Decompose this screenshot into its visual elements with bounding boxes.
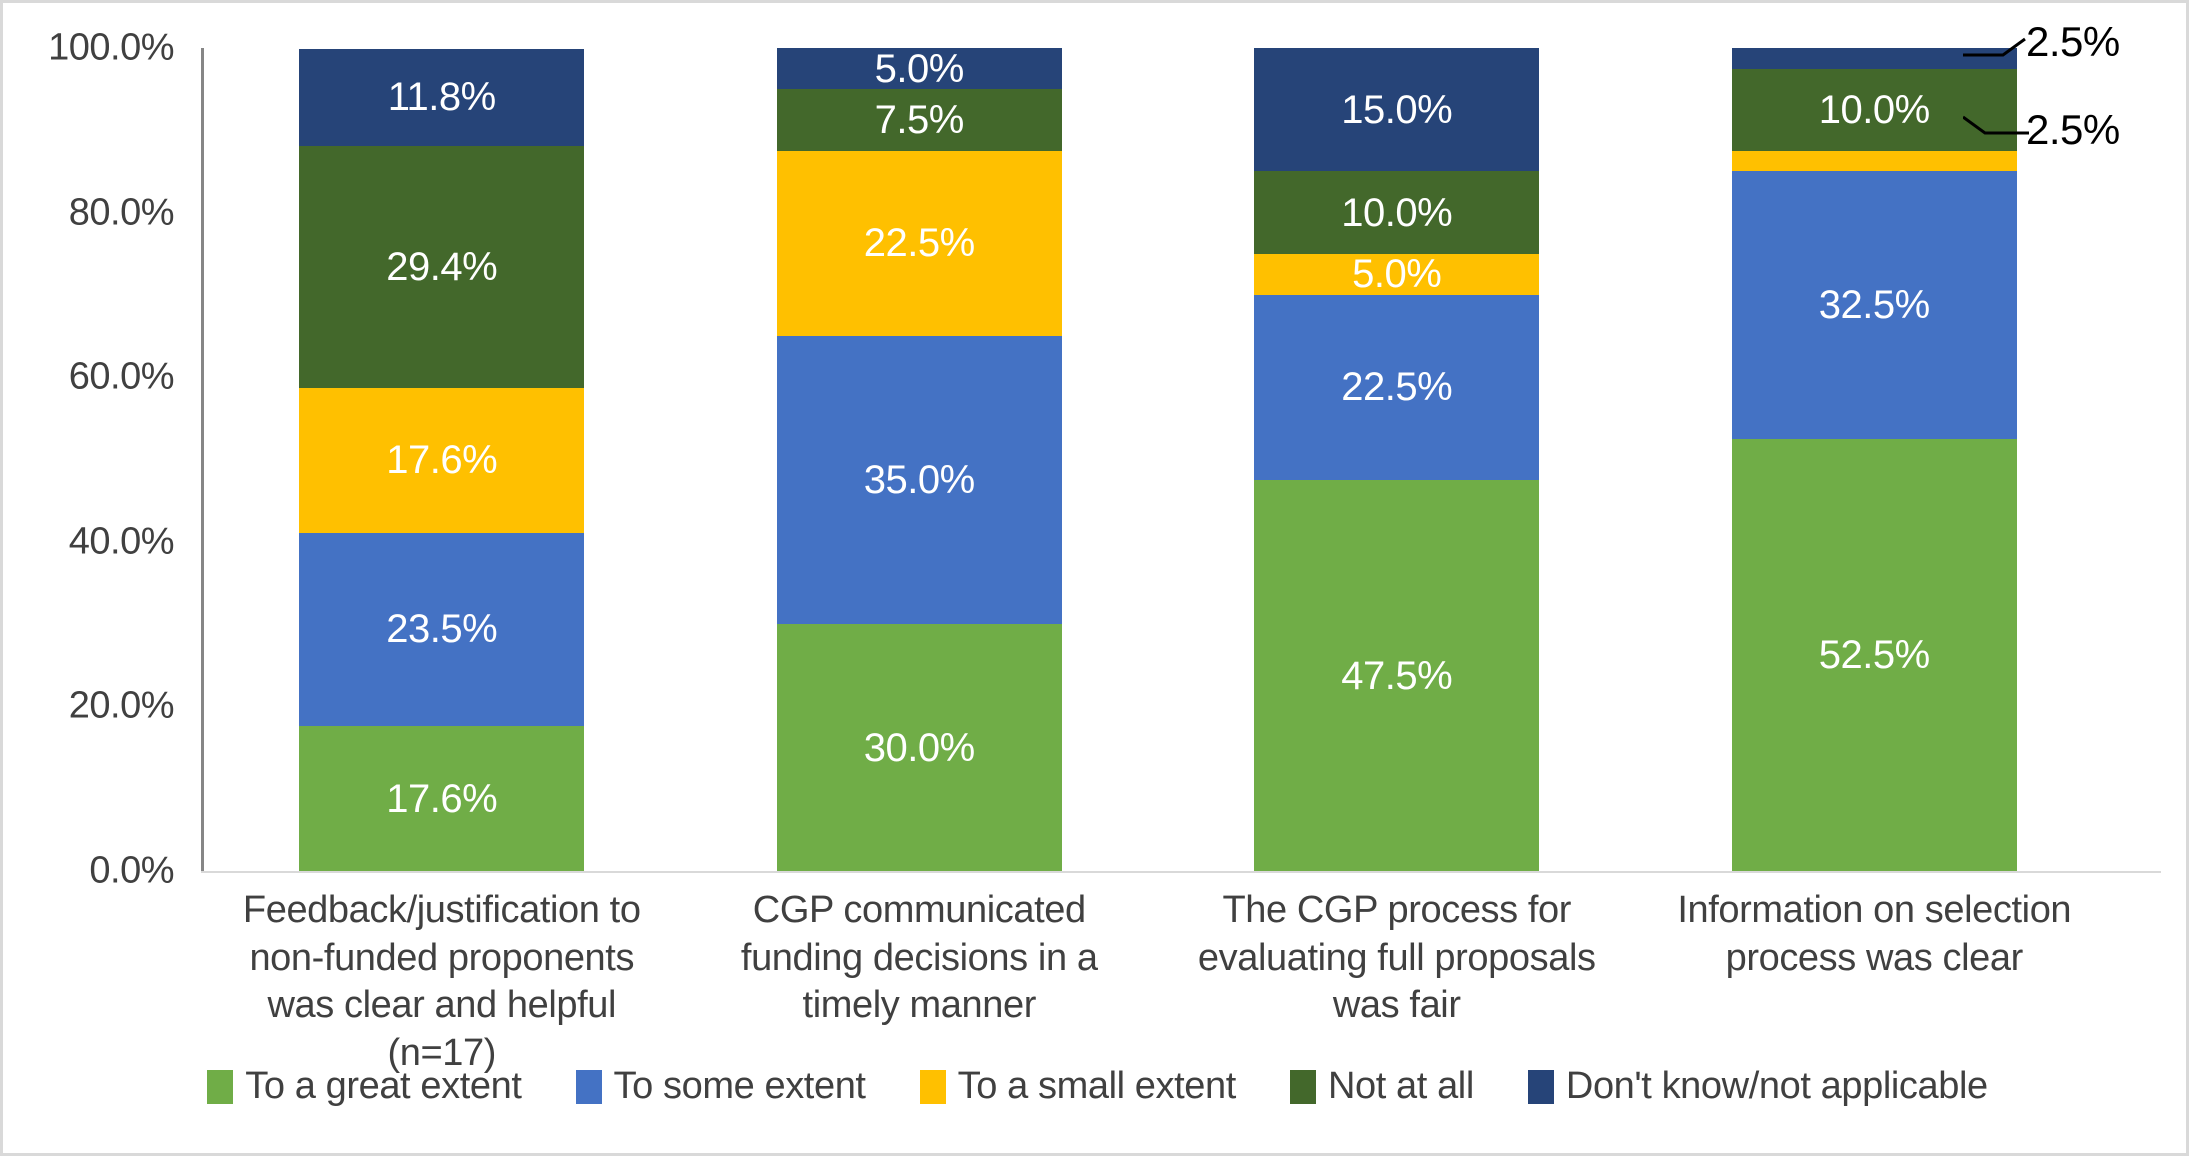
legend-label: To some extent	[613, 1065, 866, 1107]
y-axis-tick-60: 60.0%	[68, 355, 175, 398]
y-axis-tick-80: 80.0%	[68, 191, 175, 234]
bar-stack-2: 30.0% 35.0% 22.5% 7.5% 5.0%	[776, 46, 1062, 871]
legend-item-some-extent[interactable]: To some extent	[575, 1065, 866, 1108]
segment-label: 35.0%	[863, 458, 975, 503]
y-axis-line	[201, 48, 204, 873]
segment-not-at-all-1[interactable]: 29.4%	[299, 145, 585, 388]
segment-label: 47.5%	[1341, 653, 1453, 698]
segment-label: 10.0%	[1341, 190, 1453, 235]
segment-great-extent-3[interactable]: 47.5%	[1254, 480, 1540, 871]
legend-swatch-icon	[207, 1069, 234, 1104]
segment-some-extent-2[interactable]: 35.0%	[776, 336, 1062, 625]
legend-label: Not at all	[1327, 1065, 1474, 1107]
segment-great-extent-2[interactable]: 30.0%	[776, 624, 1062, 871]
segment-label: 23.5%	[386, 607, 498, 652]
legend-item-great-extent[interactable]: To a great extent	[207, 1065, 522, 1108]
bar-stack-4: 52.5% 32.5% 2.5% 10.0% 2.5%	[1731, 48, 2017, 871]
legend-item-dont-know[interactable]: Don't know/not applicable	[1527, 1065, 1988, 1108]
segment-not-at-all-4[interactable]: 10.0%	[1731, 68, 2017, 151]
segment-not-at-all-2[interactable]: 7.5%	[776, 89, 1062, 151]
segment-dont-know-3[interactable]: 15.0%	[1254, 48, 1540, 172]
legend-label: To a small extent	[957, 1065, 1237, 1107]
segment-some-extent-3[interactable]: 22.5%	[1254, 294, 1540, 481]
segment-dont-know-1[interactable]: 11.8%	[299, 48, 585, 146]
segment-label: 5.0%	[874, 46, 965, 91]
y-axis-tick-100: 100.0%	[48, 26, 174, 69]
legend-label: To a great extent	[245, 1065, 522, 1107]
y-axis-tick-0: 0.0%	[89, 849, 174, 892]
segment-label: 17.6%	[386, 776, 498, 821]
segment-label: 7.5%	[874, 98, 965, 143]
category-label-1: Feedback/justification to non-funded pro…	[242, 889, 641, 1074]
segment-small-extent-3[interactable]: 5.0%	[1254, 252, 1540, 297]
y-axis-labels: 0.0% 20.0% 40.0% 60.0% 80.0% 100.0%	[3, 3, 188, 1153]
category-label-3: The CGP process for evaluating full prop…	[1197, 889, 1596, 1026]
segment-dont-know-4[interactable]: 2.5%	[1731, 48, 2017, 69]
callout-small-extent-4: 2.5%	[2026, 106, 2120, 153]
legend-item-small-extent[interactable]: To a small extent	[919, 1065, 1237, 1108]
segment-label: 52.5%	[1818, 632, 1930, 677]
bar-group-2: 30.0% 35.0% 22.5% 7.5% 5.0%	[681, 48, 1159, 871]
segment-some-extent-4[interactable]: 32.5%	[1731, 171, 2017, 439]
segment-small-extent-2[interactable]: 22.5%	[776, 150, 1062, 337]
legend-item-not-at-all[interactable]: Not at all	[1289, 1065, 1474, 1108]
segment-some-extent-1[interactable]: 23.5%	[299, 532, 585, 727]
plot-area: 17.6% 23.5% 17.6% 29.4% 11.8%	[203, 48, 2113, 871]
chart-legend: To a great extent To some extent To a sm…	[3, 1065, 2186, 1108]
segment-label: 29.4%	[386, 244, 498, 289]
bar-group-1: 17.6% 23.5% 17.6% 29.4% 11.8%	[203, 48, 681, 871]
segment-dont-know-2[interactable]: 5.0%	[776, 46, 1062, 91]
segment-small-extent-1[interactable]: 17.6%	[299, 387, 585, 533]
segment-label: 30.0%	[863, 725, 975, 770]
y-axis-tick-40: 40.0%	[68, 520, 175, 563]
segment-great-extent-4[interactable]: 52.5%	[1731, 438, 2017, 871]
category-label-2: CGP communicated funding decisions in a …	[740, 889, 1098, 1026]
x-axis-category-labels: Feedback/justification to non-funded pro…	[203, 887, 2113, 1077]
x-axis-line	[201, 871, 2161, 873]
segment-label: 17.6%	[386, 438, 498, 483]
legend-swatch-icon	[1289, 1069, 1316, 1104]
legend-swatch-icon	[919, 1069, 946, 1104]
category-label-4: Information on selection process was cle…	[1677, 889, 2072, 979]
callout-dont-know-4: 2.5%	[2026, 18, 2120, 65]
segment-not-at-all-3[interactable]: 10.0%	[1254, 171, 1540, 254]
segment-label: 11.8%	[387, 75, 496, 120]
segment-great-extent-1[interactable]: 17.6%	[299, 726, 585, 871]
bar-stack-3: 47.5% 22.5% 5.0% 10.0% 15.0%	[1254, 48, 1540, 871]
legend-swatch-icon	[1527, 1069, 1554, 1104]
legend-label: Don't know/not applicable	[1565, 1065, 1988, 1107]
y-axis-tick-20: 20.0%	[68, 684, 175, 727]
segment-label: 5.0%	[1352, 252, 1442, 297]
legend-swatch-icon	[575, 1069, 602, 1104]
segment-label: 22.5%	[863, 221, 975, 266]
segment-label: 32.5%	[1818, 283, 1930, 328]
bar-stack-1: 17.6% 23.5% 17.6% 29.4% 11.8%	[299, 48, 585, 871]
bar-group-3: 47.5% 22.5% 5.0% 10.0% 15.0%	[1158, 48, 1636, 871]
segment-label: 22.5%	[1341, 365, 1453, 410]
bar-group-4: 52.5% 32.5% 2.5% 10.0% 2.5%	[1636, 48, 2114, 871]
segment-small-extent-4[interactable]: 2.5%	[1731, 150, 2017, 172]
segment-label: 10.0%	[1818, 87, 1930, 132]
bar-series-container: 17.6% 23.5% 17.6% 29.4% 11.8%	[203, 48, 2113, 871]
segment-label: 15.0%	[1341, 87, 1453, 132]
